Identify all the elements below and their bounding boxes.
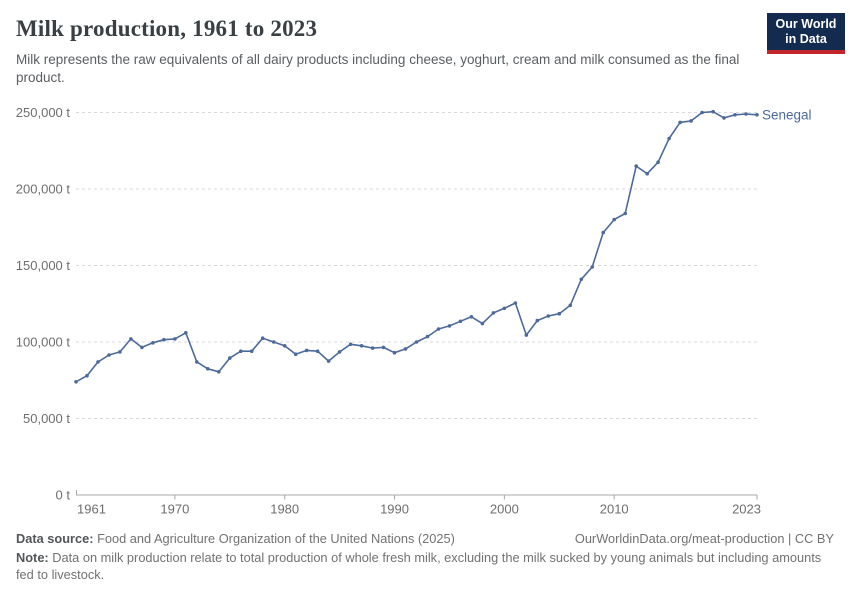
data-source-label: Data source: (16, 531, 94, 546)
data-point[interactable] (733, 113, 737, 117)
data-point[interactable] (447, 324, 452, 328)
data-point[interactable] (535, 318, 540, 323)
data-point[interactable] (304, 348, 309, 353)
data-point[interactable] (249, 349, 254, 354)
data-point[interactable] (689, 119, 693, 123)
data-point[interactable] (469, 315, 474, 319)
page-title: Milk production, 1961 to 2023 (16, 16, 318, 41)
data-point[interactable] (74, 380, 78, 384)
data-point[interactable] (744, 112, 748, 116)
data-point[interactable] (228, 356, 232, 360)
line-chart-canvas[interactable]: 0 t 50,000 t 100,000 t 150,000 t 200,000 t 25… (0, 0, 850, 528)
data-point[interactable] (217, 370, 221, 374)
data-point[interactable] (667, 136, 671, 141)
x-tick-label: 2023 (732, 502, 761, 517)
data-point[interactable] (546, 314, 551, 318)
x-tick-label: 1980 (270, 502, 299, 517)
data-source-text: Data source: Food and Agriculture Organi… (16, 530, 455, 548)
data-point[interactable] (711, 109, 715, 114)
data-point[interactable] (678, 120, 682, 125)
data-point[interactable] (480, 321, 485, 326)
x-tick-label: 1970 (160, 502, 189, 517)
x-tick-label: 2000 (490, 502, 519, 517)
y-tick-label: 100,000 t (16, 335, 71, 350)
citation-link[interactable]: OurWorldinData.org/meat-production | CC … (574, 531, 834, 546)
data-point[interactable] (282, 344, 287, 348)
note-label: Note: (16, 549, 49, 565)
data-point[interactable] (623, 211, 627, 216)
data-point[interactable] (458, 319, 463, 324)
x-tick-label: 1990 (380, 502, 409, 517)
owid-logo-line1: Our World (775, 16, 837, 31)
data-point[interactable] (118, 350, 122, 354)
data-point[interactable] (184, 331, 188, 335)
y-axis-labels: 0 t 50,000 t 100,000 t 150,000 t 200,000 t 25… (16, 105, 71, 503)
data-point[interactable] (502, 306, 507, 311)
data-point[interactable] (403, 347, 408, 351)
y-tick-label: 250,000 t (16, 105, 71, 120)
data-point[interactable] (151, 341, 155, 345)
x-tick-label: 2010 (600, 502, 629, 517)
data-point[interactable] (173, 337, 177, 341)
data-point[interactable] (590, 265, 594, 269)
data-point[interactable] (271, 340, 276, 344)
data-point-markers[interactable] (74, 109, 759, 384)
chart-subtitle: Milk represents the raw equivalents of a… (16, 52, 740, 85)
data-point[interactable] (568, 303, 573, 308)
data-point[interactable] (425, 334, 430, 339)
x-axis-labels: 1961 1970 1980 1990 2000 2010 2023 (77, 495, 761, 517)
data-point[interactable] (414, 340, 419, 344)
data-point[interactable] (293, 352, 298, 357)
y-tick-label: 0 t (56, 488, 71, 503)
data-point[interactable] (260, 336, 265, 341)
data-point[interactable] (85, 373, 89, 378)
series-label-senegal[interactable]: Senegal (762, 107, 812, 122)
data-point[interactable] (755, 113, 759, 117)
y-tick-label: 150,000 t (16, 258, 71, 273)
data-point[interactable] (700, 110, 704, 115)
data-point[interactable] (239, 349, 243, 354)
data-point[interactable] (722, 116, 726, 120)
data-point[interactable] (337, 350, 342, 354)
data-point[interactable] (491, 311, 496, 315)
data-point[interactable] (392, 350, 397, 355)
data-point[interactable] (359, 344, 364, 348)
data-point[interactable] (656, 160, 660, 164)
y-gridlines (76, 112, 758, 496)
data-point[interactable] (107, 353, 111, 357)
data-point[interactable] (612, 217, 616, 222)
data-point[interactable] (162, 337, 166, 342)
chart-footer: Data source: Food and Agriculture Organi… (16, 530, 834, 584)
y-tick-label: 200,000 t (16, 182, 71, 197)
data-point[interactable] (579, 277, 584, 282)
data-point[interactable] (129, 337, 133, 341)
y-tick-label: 50,000 t (23, 411, 70, 426)
source-row: Data source: Food and Agriculture Organi… (16, 530, 834, 548)
data-point[interactable] (601, 230, 605, 235)
data-point[interactable] (348, 342, 353, 347)
data-point[interactable] (326, 359, 331, 363)
data-point[interactable] (370, 346, 375, 350)
data-point[interactable] (195, 360, 199, 364)
data-point[interactable] (513, 301, 518, 305)
data-point[interactable] (96, 360, 100, 364)
data-point[interactable] (315, 349, 320, 354)
data-point[interactable] (436, 327, 441, 331)
data-point[interactable] (140, 345, 144, 350)
note-value: Data on milk production relate to total … (16, 549, 822, 583)
data-point[interactable] (206, 367, 210, 371)
data-source-value: Food and Agriculture Organization of the… (93, 531, 455, 546)
owid-logo-line2: in Data (785, 31, 827, 46)
data-point[interactable] (634, 164, 638, 168)
data-point[interactable] (524, 333, 529, 337)
data-point[interactable] (645, 171, 649, 176)
x-tick-label: 1961 (77, 502, 106, 517)
chart-note: Note: Data on milk production relate to … (16, 549, 834, 584)
data-point[interactable] (381, 345, 386, 350)
data-point[interactable] (557, 311, 562, 316)
owid-logo[interactable]: Our World in Data (767, 13, 845, 54)
